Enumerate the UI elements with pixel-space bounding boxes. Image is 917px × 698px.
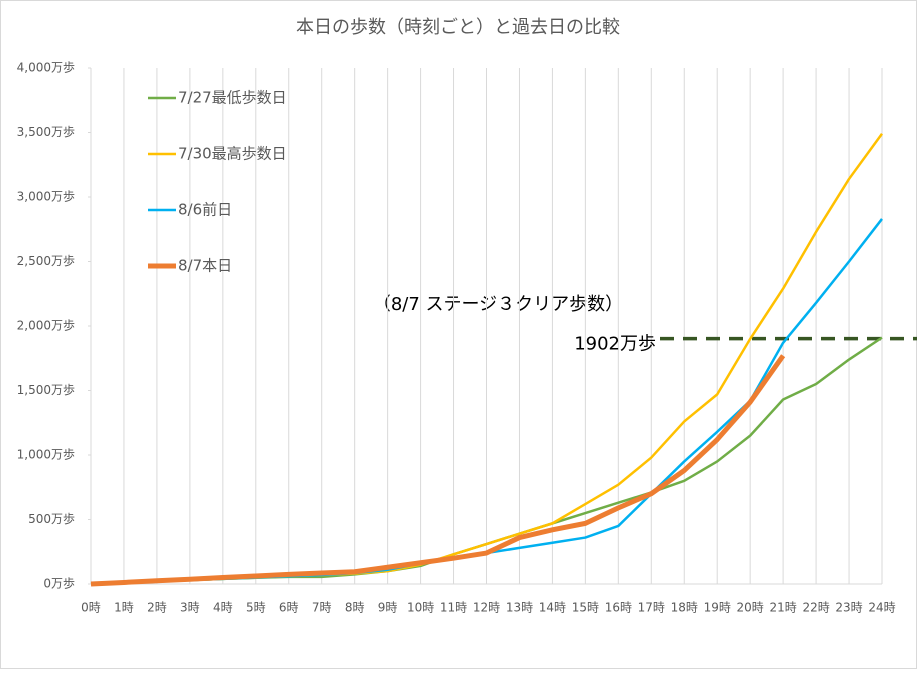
x-tick-label: 17時 [638,601,665,615]
x-tick-label: 15時 [572,601,599,615]
y-tick-label: 3,500万歩 [17,124,75,139]
y-tick-label: 500万歩 [28,511,75,526]
y-tick-label: 1,500万歩 [17,382,75,397]
x-tick-label: 6時 [279,601,299,615]
x-tick-label: 14時 [539,601,566,615]
y-tick-label: 4,000万歩 [17,60,75,75]
x-tick-label: 4時 [213,601,233,615]
x-tick-label: 0時 [81,601,101,615]
target-label: 1902万歩 [574,334,656,355]
x-tick-label: 18時 [671,601,698,615]
x-tick-label: 20時 [737,601,764,615]
x-tick-label: 19時 [704,601,731,615]
y-tick-label: 2,500万歩 [17,253,75,268]
legend-label: 7/30最高歩数日 [178,145,287,163]
x-tick-label: 5時 [246,601,266,615]
y-tick-label: 1,000万歩 [17,447,75,462]
annotation: （8/7 ステージ３クリア歩数） [373,294,623,315]
x-tick-label: 12時 [473,601,500,615]
x-tick-label: 3時 [180,601,200,615]
chart-title: 本日の歩数（時刻ごと）と過去日の比較 [296,17,620,38]
y-tick-label: 0万歩 [43,576,75,591]
x-tick-label: 21時 [769,601,796,615]
series-line [90,354,786,587]
legend-label: 8/7本日 [178,257,232,275]
legend-label: 8/6前日 [178,201,232,219]
x-tick-label: 13時 [506,601,533,615]
x-tick-label: 1時 [114,601,134,615]
x-tick-label: 24時 [868,601,895,615]
x-tick-label: 16時 [605,601,632,615]
legend-label: 7/27最低歩数日 [178,89,287,107]
x-tick-label: 11時 [440,601,467,615]
x-tick-label: 2時 [147,601,167,615]
y-tick-label: 3,000万歩 [17,189,75,204]
x-tick-label: 22時 [802,601,829,615]
chart-frame [0,0,917,669]
x-tick-label: 8時 [345,601,365,615]
x-tick-label: 23時 [835,601,862,615]
y-tick-label: 2,000万歩 [17,318,75,333]
x-tick-label: 7時 [312,601,332,615]
x-tick-label: 10時 [407,601,434,615]
x-tick-label: 9時 [378,601,398,615]
